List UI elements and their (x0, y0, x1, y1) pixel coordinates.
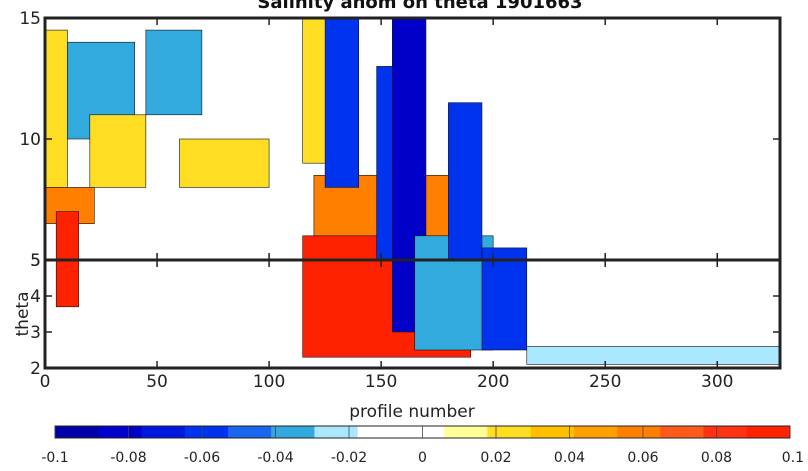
colorbar-tick-label: -0.08 (110, 450, 146, 466)
y-tick-label: 2 (30, 359, 41, 379)
y-tick-label: 3 (30, 323, 41, 343)
x-tick-label: 0 (40, 372, 51, 392)
colorbar-segment (55, 426, 99, 438)
y-tick-label: 10 (19, 130, 41, 150)
colorbar-segment (227, 426, 272, 438)
lower-panel-frame (43, 258, 782, 370)
colorbar-segment (184, 426, 229, 438)
colorbar-tick-label: 0.02 (480, 450, 511, 466)
x-axis-label: profile number (349, 402, 474, 422)
colorbar-tick-label: -0.02 (331, 450, 367, 466)
colorbar-segment (314, 426, 359, 438)
x-axis: 0 50 100 150 200 250 300 (40, 18, 733, 392)
colorbar-segment (660, 426, 705, 438)
colorbar-segment (487, 426, 532, 438)
x-tick-label: 300 (701, 372, 733, 392)
colorbar-segment (703, 426, 748, 438)
x-tick-label: 150 (365, 372, 397, 392)
colorbar-segment (141, 426, 186, 438)
y-axis-label: theta (13, 292, 33, 337)
colorbar-tick-label: 0.08 (701, 450, 732, 466)
x-tick-label: 250 (589, 372, 621, 392)
anomaly-region (526, 346, 781, 365)
colorbar-segment (573, 426, 618, 438)
anomaly-region (179, 138, 270, 188)
anomaly-region (44, 29, 68, 188)
y-tick-label: 15 (19, 9, 41, 29)
colorbar-tick-label: 0.06 (627, 450, 658, 466)
anomaly-region (89, 114, 147, 188)
colorbar-segment (530, 426, 575, 438)
colorbar-segment (444, 426, 488, 438)
lower-y-axis: 2 3 4 5 (30, 251, 780, 379)
colorbar-tick-label: -0.06 (184, 450, 220, 466)
colorbar-tick-label: 0.04 (554, 450, 585, 466)
anomaly-region (145, 29, 203, 116)
chart-title: Salinity anom on theta 1901663 (257, 0, 582, 13)
anomaly-field (44, 17, 781, 365)
colorbar-segment (746, 426, 791, 438)
colorbar-tick-label: -0.1 (41, 450, 68, 466)
y-tick-label: 5 (30, 251, 41, 271)
x-tick-label: 100 (253, 372, 285, 392)
anomaly-region (324, 17, 360, 188)
x-tick-label: 200 (477, 372, 509, 392)
colorbar-tick-label: 0.1 (782, 450, 804, 466)
anomaly-region (448, 102, 483, 261)
colorbar-segment (357, 426, 402, 438)
colorbar-tick-label: 0 (418, 450, 427, 466)
x-tick-label: 50 (146, 372, 168, 392)
colorbar-segment (271, 426, 315, 438)
y-tick-label: 5 (30, 251, 41, 271)
colorbar-tick-labels: -0.1 -0.08 -0.06 -0.04 -0.02 0 0.02 0.04 0.06 0.0… (41, 426, 804, 466)
y-tick-label: 4 (30, 287, 41, 307)
colorbar-segment (98, 426, 142, 438)
colorbar-segment (617, 426, 661, 438)
anomaly-region (481, 247, 528, 351)
colorbar-tick-label: -0.04 (257, 450, 293, 466)
